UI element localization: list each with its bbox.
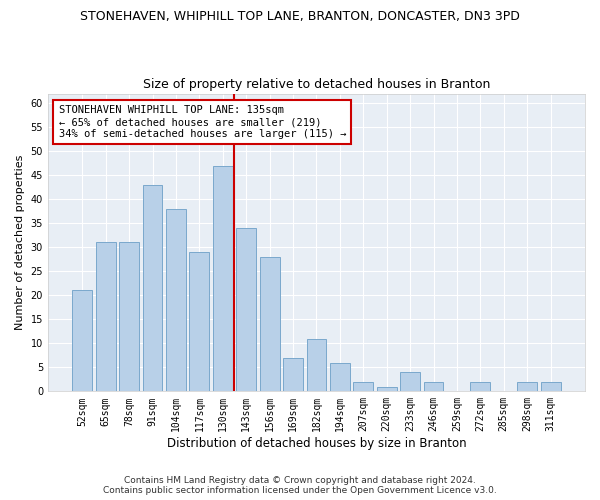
Bar bbox=[213, 166, 233, 392]
Bar bbox=[470, 382, 490, 392]
Bar bbox=[424, 382, 443, 392]
X-axis label: Distribution of detached houses by size in Branton: Distribution of detached houses by size … bbox=[167, 437, 466, 450]
Bar bbox=[330, 362, 350, 392]
Bar bbox=[353, 382, 373, 392]
Bar bbox=[119, 242, 139, 392]
Bar bbox=[377, 386, 397, 392]
Bar bbox=[73, 290, 92, 392]
Y-axis label: Number of detached properties: Number of detached properties bbox=[15, 155, 25, 330]
Text: STONEHAVEN, WHIPHILL TOP LANE, BRANTON, DONCASTER, DN3 3PD: STONEHAVEN, WHIPHILL TOP LANE, BRANTON, … bbox=[80, 10, 520, 23]
Title: Size of property relative to detached houses in Branton: Size of property relative to detached ho… bbox=[143, 78, 490, 91]
Bar bbox=[307, 338, 326, 392]
Bar bbox=[283, 358, 303, 392]
Text: STONEHAVEN WHIPHILL TOP LANE: 135sqm
← 65% of detached houses are smaller (219)
: STONEHAVEN WHIPHILL TOP LANE: 135sqm ← 6… bbox=[59, 106, 346, 138]
Bar bbox=[236, 228, 256, 392]
Bar bbox=[143, 185, 163, 392]
Bar bbox=[400, 372, 420, 392]
Bar bbox=[166, 209, 186, 392]
Bar bbox=[260, 257, 280, 392]
Text: Contains HM Land Registry data © Crown copyright and database right 2024.
Contai: Contains HM Land Registry data © Crown c… bbox=[103, 476, 497, 495]
Bar bbox=[96, 242, 116, 392]
Bar bbox=[541, 382, 560, 392]
Bar bbox=[517, 382, 537, 392]
Bar bbox=[190, 252, 209, 392]
